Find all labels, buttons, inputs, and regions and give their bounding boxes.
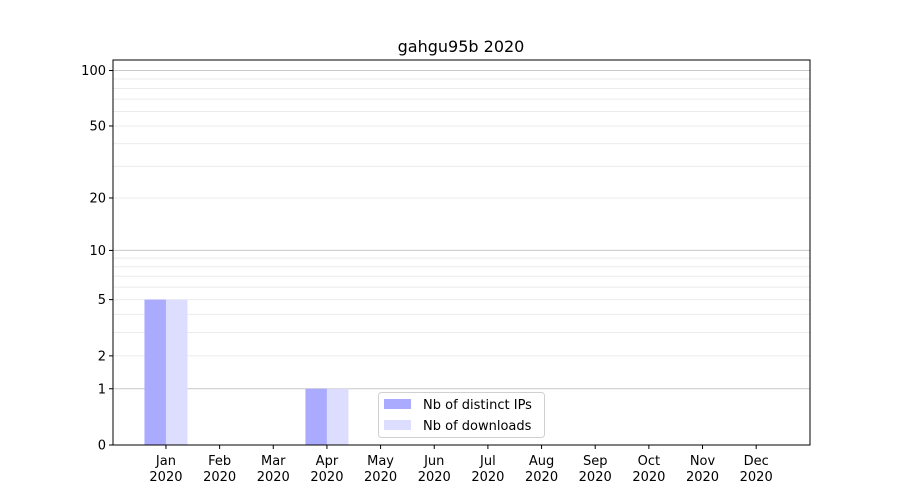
- legend-swatch: [384, 399, 411, 409]
- x-tick-label: Mar 2020: [257, 454, 290, 485]
- y-tick-label: 50: [89, 119, 106, 134]
- legend-swatch: [384, 420, 411, 430]
- y-tick-label: 2: [98, 349, 106, 364]
- plot-frame: [112, 59, 811, 446]
- y-tick-label: 100: [81, 64, 106, 79]
- x-tick-label: Sep 2020: [579, 454, 612, 485]
- legend-box: [378, 392, 545, 438]
- bar-nb-of-distinct-ips-0: [144, 299, 166, 445]
- x-tick-label: Jun 2020: [418, 454, 451, 485]
- x-tick-label: May 2020: [364, 454, 397, 485]
- x-tick-label: Jan 2020: [149, 454, 182, 485]
- bar-nb-of-downloads-0: [165, 299, 188, 445]
- y-tick-label: 5: [98, 293, 106, 308]
- y-tick-label: 1: [98, 382, 106, 397]
- legend: Nb of distinct IPs Nb of downloads: [378, 392, 545, 438]
- legend-label: Nb of distinct IPs: [423, 398, 532, 413]
- y-tick-label: 10: [89, 244, 106, 259]
- chart-title: gahgu95b 2020: [398, 37, 525, 56]
- x-tick-label: Apr 2020: [310, 454, 343, 485]
- bar-nb-of-downloads-3: [326, 388, 349, 445]
- legend-label: Nb of downloads: [423, 419, 532, 434]
- bar-nb-of-distinct-ips-3: [305, 388, 327, 445]
- y-tick-label: 20: [89, 191, 106, 206]
- y-tick-label: 0: [98, 439, 106, 454]
- x-tick-label: Oct 2020: [632, 454, 665, 485]
- x-tick-label: Nov 2020: [686, 454, 719, 485]
- x-tick-label: Jul 2020: [471, 454, 504, 485]
- x-tick-label: Dec 2020: [740, 454, 773, 485]
- x-tick-label: Aug 2020: [525, 454, 558, 485]
- x-tick-label: Feb 2020: [203, 454, 236, 485]
